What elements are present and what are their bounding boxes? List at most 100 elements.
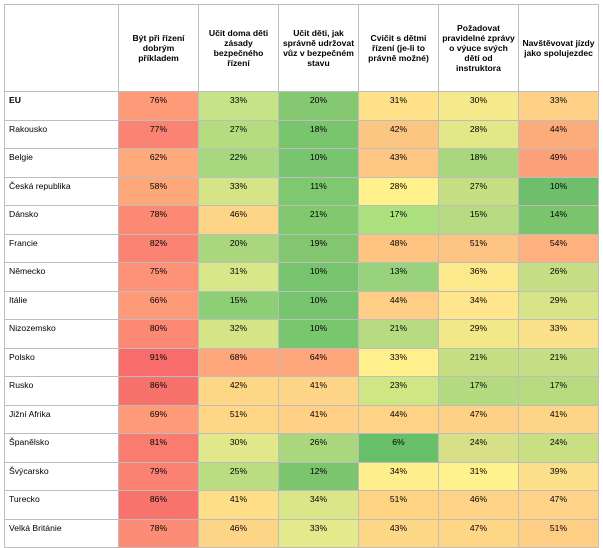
table-cell: 34% bbox=[278, 490, 359, 520]
table-cell: 41% bbox=[278, 376, 359, 406]
table-cell: 26% bbox=[278, 433, 359, 463]
table-cell: 41% bbox=[518, 404, 599, 434]
table-cell: 58% bbox=[118, 176, 199, 206]
row-label: EU bbox=[4, 91, 119, 121]
table-row: Německo 75% 31% 10% 13% 36% 26% bbox=[4, 262, 599, 292]
data-table: Být při řízení dobrým příkladem Učit dom… bbox=[4, 4, 599, 548]
table-cell: 33% bbox=[278, 518, 359, 548]
table-cell: 86% bbox=[118, 490, 199, 520]
table-cell: 21% bbox=[438, 347, 519, 377]
table-cell: 10% bbox=[278, 319, 359, 349]
table-cell: 75% bbox=[118, 262, 199, 292]
table-cell: 30% bbox=[198, 433, 279, 463]
table-cell: 13% bbox=[358, 262, 439, 292]
table-cell: 10% bbox=[278, 148, 359, 178]
table-row: Itálie 66% 15% 10% 44% 34% 29% bbox=[4, 290, 599, 320]
row-label: Švýcarsko bbox=[4, 461, 119, 491]
table-cell: 80% bbox=[118, 319, 199, 349]
table-cell: 64% bbox=[278, 347, 359, 377]
table-cell: 11% bbox=[278, 176, 359, 206]
table-cell: 17% bbox=[438, 376, 519, 406]
table-cell: 25% bbox=[198, 461, 279, 491]
table-cell: 43% bbox=[358, 518, 439, 548]
row-label: Nizozemsko bbox=[4, 319, 119, 349]
table-cell: 28% bbox=[438, 119, 519, 149]
table-cell: 10% bbox=[278, 262, 359, 292]
table-cell: 10% bbox=[518, 176, 599, 206]
table-cell: 15% bbox=[198, 290, 279, 320]
row-label: Německo bbox=[4, 262, 119, 292]
table-row: Jižní Afrika 69% 51% 41% 44% 47% 41% bbox=[4, 404, 599, 434]
table-cell: 33% bbox=[358, 347, 439, 377]
table-cell: 46% bbox=[198, 205, 279, 235]
table-cell: 81% bbox=[118, 433, 199, 463]
table-row: Česká republika 58% 33% 11% 28% 27% 10% bbox=[4, 176, 599, 206]
corner-cell bbox=[4, 4, 119, 92]
table-cell: 20% bbox=[198, 233, 279, 263]
table-cell: 78% bbox=[118, 518, 199, 548]
table-cell: 14% bbox=[518, 205, 599, 235]
table-row: Švýcarsko 79% 25% 12% 34% 31% 39% bbox=[4, 461, 599, 491]
table-cell: 31% bbox=[198, 262, 279, 292]
table-cell: 48% bbox=[358, 233, 439, 263]
row-label: Dánsko bbox=[4, 205, 119, 235]
table-cell: 51% bbox=[438, 233, 519, 263]
table-cell: 12% bbox=[278, 461, 359, 491]
table-cell: 27% bbox=[198, 119, 279, 149]
table-cell: 34% bbox=[358, 461, 439, 491]
table-row: Dánsko 78% 46% 21% 17% 15% 14% bbox=[4, 205, 599, 235]
column-header: Navštěvovat jízdy jako spolujezdec bbox=[518, 4, 599, 92]
table-row: Rakousko 77% 27% 18% 42% 28% 44% bbox=[4, 119, 599, 149]
table-cell: 10% bbox=[278, 290, 359, 320]
table-cell: 23% bbox=[358, 376, 439, 406]
table-cell: 47% bbox=[438, 404, 519, 434]
row-label: Polsko bbox=[4, 347, 119, 377]
table-cell: 29% bbox=[438, 319, 519, 349]
table-cell: 51% bbox=[358, 490, 439, 520]
table-cell: 18% bbox=[278, 119, 359, 149]
table-wrapper: Být při řízení dobrým příkladem Učit dom… bbox=[4, 4, 599, 548]
table-cell: 24% bbox=[438, 433, 519, 463]
table-cell: 41% bbox=[198, 490, 279, 520]
table-cell: 22% bbox=[198, 148, 279, 178]
table-cell: 42% bbox=[198, 376, 279, 406]
row-label: Itálie bbox=[4, 290, 119, 320]
table-cell: 19% bbox=[278, 233, 359, 263]
row-label: Španělsko bbox=[4, 433, 119, 463]
table-cell: 6% bbox=[358, 433, 439, 463]
table-cell: 39% bbox=[518, 461, 599, 491]
table-cell: 36% bbox=[438, 262, 519, 292]
table-row: Velká Británie 78% 46% 33% 43% 47% 51% bbox=[4, 518, 599, 548]
table-cell: 15% bbox=[438, 205, 519, 235]
row-label: Velká Británie bbox=[4, 518, 119, 548]
table-cell: 69% bbox=[118, 404, 199, 434]
table-cell: 21% bbox=[278, 205, 359, 235]
row-label: Jižní Afrika bbox=[4, 404, 119, 434]
table-cell: 21% bbox=[358, 319, 439, 349]
header-row: Být při řízení dobrým příkladem Učit dom… bbox=[4, 4, 599, 92]
table-row: Turecko 86% 41% 34% 51% 46% 47% bbox=[4, 490, 599, 520]
table-cell: 27% bbox=[438, 176, 519, 206]
table-cell: 30% bbox=[438, 91, 519, 121]
table-body: EU 76% 33% 20% 31% 30% 33% Rakousko 77% 27% 18% 42%… bbox=[4, 91, 599, 548]
table-cell: 49% bbox=[518, 148, 599, 178]
row-label: Rusko bbox=[4, 376, 119, 406]
table-row: EU 76% 33% 20% 31% 30% 33% bbox=[4, 91, 599, 121]
row-label: Turecko bbox=[4, 490, 119, 520]
table-cell: 77% bbox=[118, 119, 199, 149]
table-cell: 33% bbox=[198, 176, 279, 206]
row-label: Francie bbox=[4, 233, 119, 263]
column-header: Požadovat pravidelné zprávy o výuce svýc… bbox=[438, 4, 519, 92]
table-cell: 91% bbox=[118, 347, 199, 377]
table-cell: 17% bbox=[518, 376, 599, 406]
table-cell: 46% bbox=[438, 490, 519, 520]
table-cell: 66% bbox=[118, 290, 199, 320]
table-cell: 47% bbox=[438, 518, 519, 548]
table-cell: 79% bbox=[118, 461, 199, 491]
table-row: Polsko 91% 68% 64% 33% 21% 21% bbox=[4, 347, 599, 377]
table-cell: 42% bbox=[358, 119, 439, 149]
column-header: Učit doma děti zásady bezpečného řízení bbox=[198, 4, 279, 92]
row-label: Belgie bbox=[4, 148, 119, 178]
table-cell: 47% bbox=[518, 490, 599, 520]
table-cell: 18% bbox=[438, 148, 519, 178]
